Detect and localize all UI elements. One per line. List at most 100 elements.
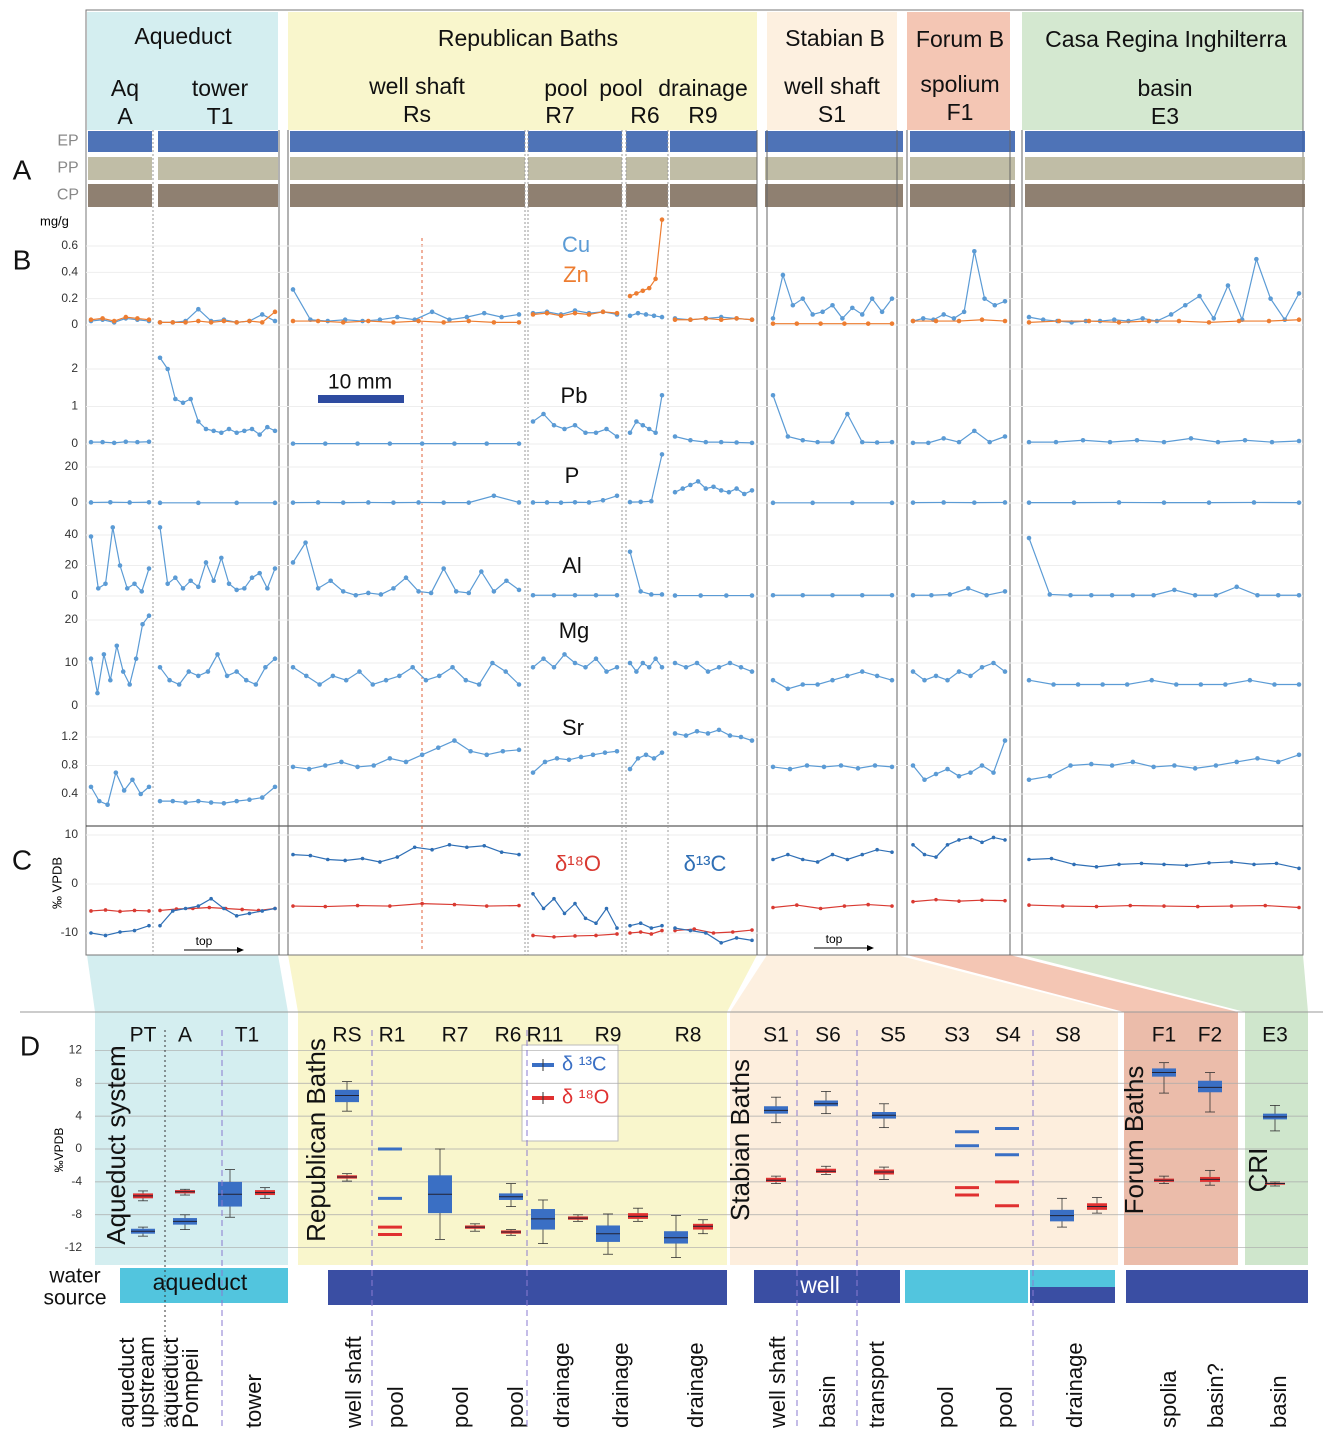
core-name: basin [1138, 75, 1193, 101]
data-point [1254, 257, 1259, 262]
sample-use: basin [815, 1375, 840, 1428]
sample-id: PT [130, 1024, 157, 1047]
sample-id: RS [332, 1024, 361, 1047]
y-tick-label: 0 [71, 495, 78, 509]
data-point [1297, 291, 1302, 296]
data-point [644, 312, 649, 317]
data-point [639, 921, 643, 925]
data-point [1027, 440, 1032, 445]
data-point [866, 903, 870, 907]
data-point [673, 317, 678, 322]
water-source-bar-label: aqueduct [153, 1269, 248, 1295]
data-point [941, 436, 946, 441]
data-point [1162, 440, 1167, 445]
trace [630, 923, 662, 928]
data-point [980, 665, 985, 670]
sample-id: S3 [944, 1024, 970, 1047]
data-point [991, 770, 996, 775]
y-tick-label: -12 [65, 1240, 83, 1254]
data-point [124, 439, 129, 444]
data-point [615, 311, 620, 316]
data-point [291, 500, 296, 505]
data-point [361, 857, 365, 861]
data-point [1126, 319, 1131, 324]
data-point [704, 931, 708, 935]
data-point [173, 575, 178, 580]
data-point [911, 669, 916, 674]
trace [630, 659, 662, 672]
data-point [750, 669, 755, 674]
unit-label: mg/g [40, 213, 69, 228]
data-point [689, 929, 693, 933]
data-point [800, 682, 805, 687]
data-point [573, 500, 578, 505]
data-point [680, 486, 685, 491]
data-point [638, 589, 643, 594]
data-point [273, 656, 278, 661]
sample-id: R9 [595, 1024, 622, 1047]
panel-letter: B [13, 244, 32, 275]
data-point [254, 682, 259, 687]
data-point [133, 929, 137, 933]
data-point [1214, 593, 1219, 598]
data-point [816, 860, 820, 864]
water-source-label: source [43, 1287, 106, 1310]
data-point [559, 500, 564, 505]
data-point [771, 593, 776, 598]
data-point [922, 777, 927, 782]
data-point [420, 753, 425, 758]
arrowhead [237, 947, 244, 953]
data-point [1003, 434, 1008, 439]
data-point [1199, 682, 1204, 687]
data-point [1267, 319, 1272, 324]
data-point [786, 434, 791, 439]
data-point [468, 749, 473, 754]
data-point [250, 427, 255, 432]
data-point [946, 843, 950, 847]
data-point [104, 908, 108, 912]
data-point [660, 393, 665, 398]
data-point [911, 500, 916, 505]
data-point [1272, 682, 1277, 687]
data-point [323, 905, 327, 909]
data-point [771, 906, 775, 910]
core-image [528, 157, 622, 180]
data-point [1081, 438, 1086, 443]
trace [160, 309, 275, 322]
data-point [673, 434, 678, 439]
data-point [503, 669, 508, 674]
trace [630, 454, 662, 502]
water-source-label: water [48, 1265, 100, 1288]
data-point [531, 934, 535, 938]
data-point [890, 501, 895, 506]
data-point [719, 440, 724, 445]
series-label: Al [562, 553, 582, 578]
data-point [579, 755, 584, 760]
data-point [545, 500, 550, 505]
y-tick-label: 20 [65, 459, 79, 473]
data-point [673, 661, 678, 666]
data-point [941, 500, 946, 505]
data-point [815, 440, 820, 445]
data-point [196, 585, 201, 590]
site-group: Aqueduct [134, 23, 232, 49]
data-point [660, 592, 665, 597]
data-point [188, 397, 193, 402]
data-point [890, 321, 895, 326]
data-point [196, 501, 201, 506]
data-point [1151, 765, 1156, 770]
data-point [89, 909, 93, 913]
data-point [653, 656, 658, 661]
data-point [158, 909, 162, 913]
data-point [952, 316, 957, 321]
data-point [124, 315, 129, 320]
data-point [517, 853, 521, 857]
data-point [591, 753, 596, 758]
series-label: δ¹³C [684, 851, 727, 876]
data-point [948, 592, 953, 597]
data-point [343, 859, 347, 863]
data-point [1151, 593, 1156, 598]
data-point [652, 313, 657, 318]
data-point [1196, 905, 1200, 909]
data-point [698, 593, 703, 598]
